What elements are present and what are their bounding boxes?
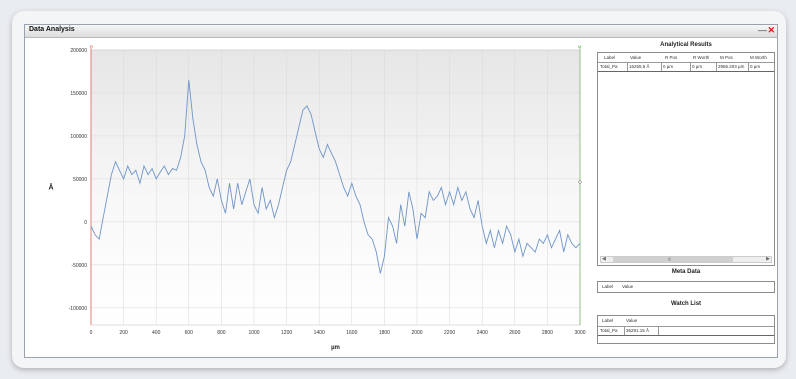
close-icon[interactable]: ✕	[767, 25, 775, 35]
x-tick-label: 0	[90, 330, 93, 336]
m-cursor-label: M	[578, 44, 581, 49]
watch-cell-value: 36291.15 Å	[626, 328, 650, 333]
cell-r-worth: 0 µm	[692, 64, 703, 69]
y-tick-label: 0	[84, 220, 87, 226]
meta-data-grid[interactable]: Label Value	[597, 281, 775, 293]
m-cursor-handle	[578, 180, 582, 184]
plot-background	[90, 49, 581, 326]
x-tick-label: 1000	[248, 330, 259, 336]
x-tick-label: 600	[185, 330, 194, 336]
meta-col-value: Value	[622, 284, 634, 289]
cell-m-pos: 2966.203 µm	[718, 64, 745, 69]
x-tick-label: 1600	[346, 330, 357, 336]
y-tick-label: -100000	[69, 306, 88, 312]
analytical-results-title: Analytical Results	[660, 42, 712, 48]
watch-col-label: Label	[602, 318, 614, 323]
analytical-header-row: Label Value R Pos R Worth M Pos M Worth	[598, 54, 774, 62]
scroll-right-icon[interactable]: ▶	[766, 256, 770, 262]
cell-r-pos: 0 µm	[663, 64, 674, 69]
watch-cell-label: Total_Pa	[600, 328, 618, 333]
y-tick-label: 50000	[73, 177, 87, 183]
y-tick-label: 150000	[70, 91, 87, 97]
y-tick-label: 100000	[70, 134, 87, 140]
cell-m-worth: 0 µm	[750, 64, 761, 69]
x-tick-label: 2400	[477, 330, 488, 336]
watch-col-value: Value	[626, 318, 638, 323]
y-axis-label: Å	[48, 183, 53, 192]
watch-list-title: Watch List	[670, 301, 702, 307]
y-tick-label: -50000	[71, 263, 87, 269]
meta-data-title: Meta Data	[671, 269, 701, 275]
horizontal-scrollbar[interactable]: ◀ ||| ▶	[600, 256, 772, 263]
watch-header-row: Label Value	[598, 317, 774, 325]
x-tick-label: 3000	[574, 330, 585, 336]
x-tick-label: 800	[217, 330, 226, 336]
col-header-label: Label	[604, 55, 616, 60]
x-tick-label: 1400	[314, 330, 325, 336]
profile-chart[interactable]: 0 200 400 600 800 1000 1200 1400 1600 1800 2000 220…	[29, 40, 589, 354]
col-header-value: Value	[630, 55, 642, 60]
x-tick-label: 400	[152, 330, 161, 336]
x-tick-label: 1200	[281, 330, 292, 336]
thumb-grip: |||	[668, 256, 672, 261]
scroll-left-icon[interactable]: ◀	[602, 256, 606, 262]
y-tick-label: 200000	[70, 48, 87, 54]
data-analysis-window: Data Analysis — ✕ 0 200 400 600 800 1000 1200 1…	[24, 24, 778, 358]
col-header-r-worth: R Worth	[693, 55, 710, 60]
x-axis-label: µm	[331, 345, 340, 351]
meta-header-row: Label Value	[598, 283, 774, 291]
meta-col-label: Label	[602, 284, 614, 289]
col-header-m-worth: M Worth	[750, 55, 767, 60]
r-cursor-label: R	[90, 44, 93, 49]
table-row[interactable]: Total_Pa 16255.5 Å 0 µm 0 µm 2966.203 µm…	[598, 62, 774, 72]
col-header-m-pos: M Pos	[720, 55, 733, 60]
col-header-r-pos: R Pos	[665, 55, 678, 60]
table-row[interactable]: Total_Pa 36291.15 Å	[598, 326, 774, 336]
title-bar: Data Analysis — ✕	[25, 25, 777, 38]
x-tick-label: 200	[119, 330, 128, 336]
x-tick-label: 2000	[411, 330, 422, 336]
x-tick-label: 2800	[542, 330, 553, 336]
window-title: Data Analysis	[29, 26, 75, 33]
chart-svg: 0 200 400 600 800 1000 1200 1400 1600 1800 2000 220…	[48, 44, 585, 351]
scrollbar-thumb[interactable]: |||	[613, 256, 733, 262]
cell-value: 16255.5 Å	[629, 64, 650, 69]
minimize-icon[interactable]: —	[758, 25, 767, 35]
profile-series-line	[90, 80, 581, 274]
x-tick-label: 2600	[509, 330, 520, 336]
watch-list-grid[interactable]: Label Value Total_Pa 36291.15 Å	[597, 315, 775, 344]
cell-label: Total_Pa	[600, 64, 618, 69]
analytical-results-grid[interactable]: Label Value R Pos R Worth M Pos M Worth …	[597, 52, 775, 266]
x-tick-label: 1800	[379, 330, 390, 336]
x-tick-label: 2200	[444, 330, 455, 336]
results-panel: Analytical Results Label Value R Pos R W…	[597, 39, 775, 355]
